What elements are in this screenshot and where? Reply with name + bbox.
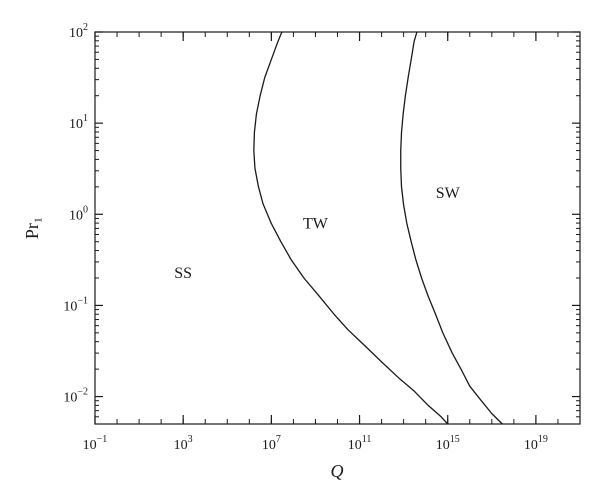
x-tick-label: 1011 (348, 434, 372, 453)
region-label-ss: SS (174, 265, 192, 282)
y-axis-title: Pr₁ (22, 217, 42, 239)
y-axis-ticks: 10−2 10−1 100 101 102 (63, 22, 580, 425)
x-tick-label: 103 (174, 434, 193, 453)
x-tick-label: 10−1 (83, 434, 108, 453)
region-label-sw: SW (436, 185, 461, 202)
x-tick-label: 1019 (524, 434, 548, 453)
y-tick-label: 100 (69, 204, 88, 223)
y-tick-label: 10−1 (63, 295, 88, 314)
region-labels: SS TW SW (174, 185, 460, 282)
region-label-tw: TW (303, 215, 329, 232)
y-tick-label: 101 (69, 113, 88, 132)
y-tick-label: 102 (69, 22, 88, 41)
plot-frame (94, 31, 581, 425)
x-axis-title: Q (331, 461, 344, 481)
x-tick-label: 107 (262, 434, 281, 453)
boundary-curve-1 (253, 31, 449, 425)
boundary-curve-2 (400, 31, 503, 425)
series-group (253, 31, 503, 425)
y-tick-label: 10−2 (63, 387, 88, 406)
x-tick-label: 1015 (436, 434, 460, 453)
x-axis-ticks: 10−1 103 107 1011 1015 1019 (83, 32, 581, 453)
